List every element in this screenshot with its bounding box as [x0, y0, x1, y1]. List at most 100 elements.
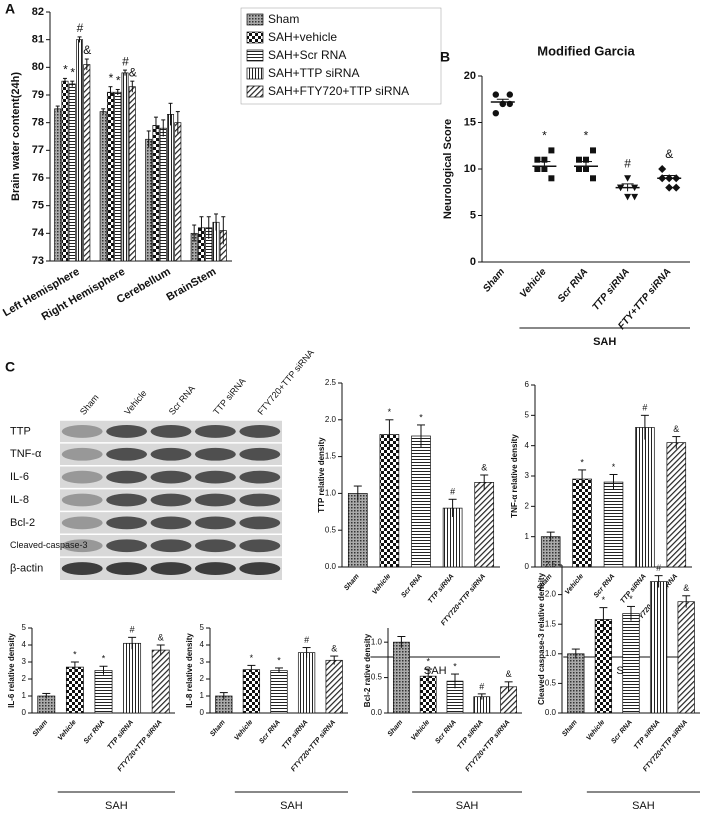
- blot-band: [194, 562, 236, 575]
- significance-marker: #: [479, 681, 484, 691]
- data-point: [631, 193, 639, 201]
- significance-marker: *: [542, 129, 547, 143]
- y-tick-label: 1: [200, 691, 205, 700]
- y-tick-label: 78: [32, 117, 44, 129]
- x-tick-label: TTP siRNA: [456, 719, 484, 751]
- group-label: SAH: [424, 665, 447, 677]
- lane-label: Scr RNA: [167, 384, 197, 417]
- significance-marker: *: [388, 407, 392, 417]
- blot-band: [106, 447, 148, 461]
- y-tick-label: 81: [32, 34, 44, 46]
- y-tick-label: 5: [22, 623, 27, 632]
- blot-band: [150, 516, 192, 530]
- legend-swatch: [246, 13, 264, 26]
- y-tick-label: 2: [22, 674, 27, 683]
- y-tick-label: 2.5: [545, 560, 557, 569]
- blot-band: [106, 516, 148, 530]
- protein-label: IL-6: [10, 471, 29, 483]
- blot-band: [150, 470, 192, 484]
- bar: [76, 39, 84, 262]
- bar: [128, 86, 136, 262]
- data-point: [506, 91, 513, 98]
- y-tick-label: 4: [22, 640, 27, 649]
- x-tick-label: BrainStem: [165, 266, 219, 304]
- significance-marker: &: [506, 669, 512, 679]
- y-axis-label: IL-6 relative density: [7, 633, 16, 708]
- data-point: [576, 156, 582, 163]
- blot-band: [61, 562, 103, 575]
- blot-band: [194, 516, 236, 530]
- significance-marker: *: [580, 457, 584, 467]
- significance-marker: *: [116, 74, 121, 88]
- blot-band: [194, 470, 236, 484]
- x-tick-label: Sham: [343, 573, 361, 592]
- blot-band: [150, 562, 192, 575]
- significance-marker: #: [624, 156, 631, 170]
- x-tick-label: Vehicle: [233, 719, 254, 742]
- significance-marker: &: [665, 147, 673, 161]
- bar: [159, 127, 167, 262]
- bar: [347, 493, 368, 568]
- bar: [54, 108, 62, 262]
- significance-marker: #: [130, 625, 135, 635]
- y-tick-label: 2.0: [545, 590, 557, 599]
- data-point: [548, 175, 555, 182]
- bar: [123, 642, 142, 714]
- significance-marker: *: [250, 653, 254, 663]
- significance-marker: #: [77, 21, 84, 35]
- y-tick-label: 73: [32, 255, 44, 267]
- bar: [622, 613, 640, 714]
- legend-label: SAH+FTY720+TTP siRNA: [268, 84, 409, 98]
- significance-marker: *: [629, 594, 633, 604]
- significance-marker: *: [70, 65, 75, 79]
- y-tick-label: 79: [32, 89, 44, 101]
- significance-marker: *: [453, 661, 457, 671]
- lane-label: Sham: [78, 392, 101, 416]
- bar: [174, 122, 182, 262]
- blot-band: [106, 425, 148, 438]
- significance-marker: &: [158, 632, 164, 642]
- bar: [94, 670, 113, 714]
- y-tick-label: 2: [200, 674, 205, 683]
- bar: [114, 91, 122, 262]
- group-label: SAH: [456, 800, 479, 812]
- data-point: [672, 183, 681, 192]
- blot-band: [150, 425, 192, 438]
- y-axis-label: Bcl-2 rative density: [363, 633, 372, 707]
- panel-label: C: [5, 359, 15, 375]
- group-label: SAH: [280, 800, 303, 812]
- bar: [603, 481, 624, 568]
- bar: [151, 649, 170, 714]
- legend-frame: [240, 7, 442, 105]
- protein-label: TNF-α: [10, 448, 42, 460]
- data-point: [665, 183, 674, 192]
- data-point: [492, 91, 499, 98]
- lane-label: Vehicle: [122, 388, 148, 417]
- y-tick-label: 6: [525, 380, 530, 389]
- x-tick-label: Vehicle: [585, 719, 606, 742]
- significance-marker: &: [673, 424, 679, 434]
- blot-band: [150, 447, 192, 461]
- y-tick-label: 1.5: [545, 619, 557, 628]
- y-tick-label: 0: [470, 256, 476, 268]
- significance-marker: *: [602, 595, 606, 605]
- y-tick-label: 0.5: [325, 525, 337, 534]
- data-point: [590, 147, 596, 154]
- significance-marker: #: [122, 54, 129, 68]
- x-tick-label: TTP siRNA: [107, 719, 135, 751]
- blot-band: [61, 493, 103, 507]
- blot-band: [61, 447, 103, 461]
- legend-label: SAH+vehicle: [268, 30, 337, 44]
- blot-band: [239, 447, 281, 461]
- y-tick-label: 76: [32, 172, 44, 184]
- bar: [677, 601, 695, 714]
- significance-marker: #: [450, 487, 455, 497]
- bar: [61, 80, 69, 262]
- bar: [65, 666, 84, 714]
- blot-band: [194, 493, 236, 507]
- x-tick-label: Sham: [481, 266, 507, 294]
- y-axis-label: Neurological Score: [442, 119, 454, 219]
- x-tick-label: TTP siRNA: [281, 719, 309, 751]
- chart-title: Modified Garcia: [537, 43, 635, 58]
- significance-marker: *: [63, 63, 68, 77]
